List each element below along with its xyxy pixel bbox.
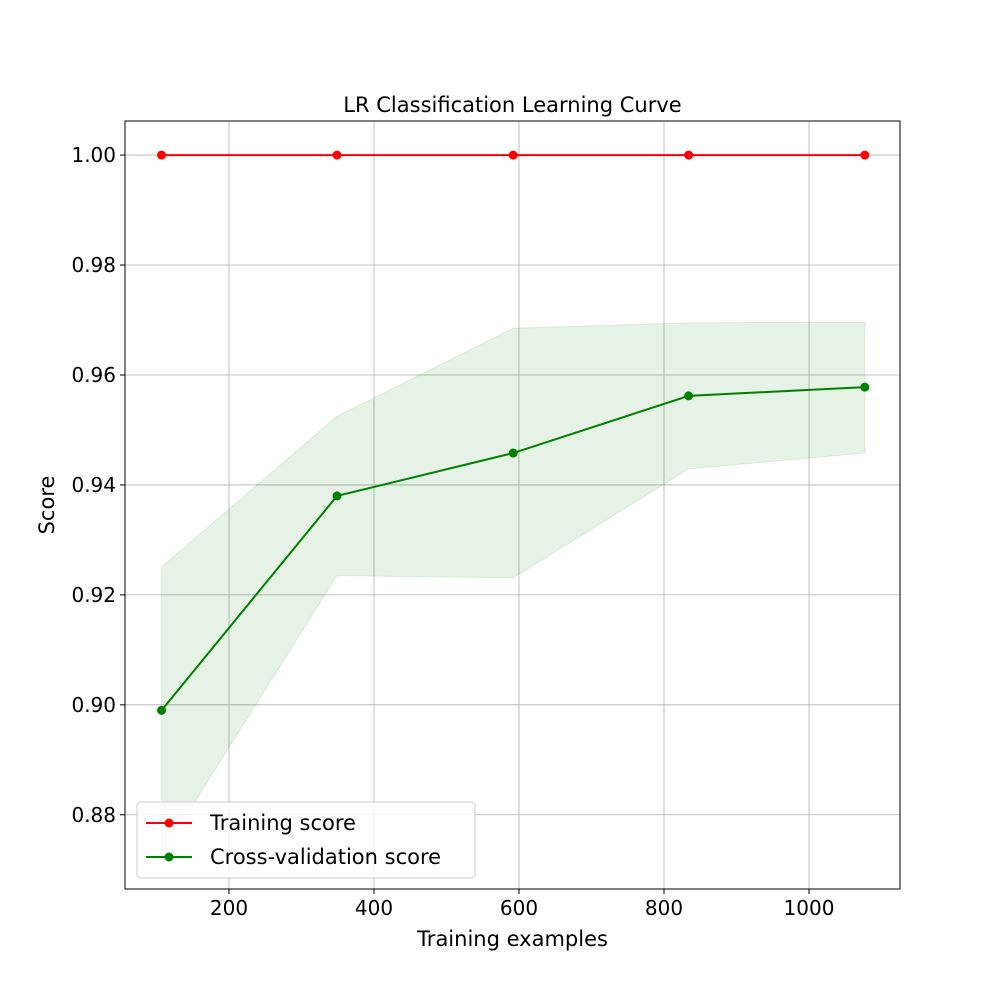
data-point [332,150,342,160]
y-tick-label: 0.96 [71,363,116,387]
data-point [157,150,167,160]
y-tick-label: 1.00 [71,143,116,167]
plot-frame [124,120,901,890]
x-tick-label: 1000 [784,896,835,920]
data-point [684,391,694,401]
legend-label: Training score [209,811,356,835]
legend-box [136,801,476,879]
x-tick-label: 400 [355,896,393,920]
legend-label: Cross-validation score [210,845,441,869]
bands [161,154,866,857]
legend: Training score Cross-validation score [136,801,476,879]
series-lines [157,150,870,715]
legend-marker [164,852,174,862]
confidence-band-1 [161,321,866,857]
y-tick-label: 0.90 [71,693,116,717]
y-tick-label: 0.88 [71,803,116,827]
y-axis-label: Score [35,476,59,535]
data-point [508,448,518,458]
x-tick-label: 600 [500,896,538,920]
legend-marker [164,818,174,828]
ticks: 200 400 600 800 1000 0.88 0.90 0.92 0.94 0.96 0.98… [71,143,834,920]
data-point [860,382,870,392]
y-tick-label: 0.94 [71,473,116,497]
x-tick-label: 800 [645,896,683,920]
data-point [508,150,518,160]
x-tick-label: 200 [210,896,248,920]
data-point [332,491,342,501]
data-point [860,150,870,160]
x-axis-label: Training examples [416,927,608,951]
data-point [157,705,167,715]
y-tick-label: 0.98 [71,253,116,277]
data-point [684,150,694,160]
chart-title: LR Classification Learning Curve [343,93,681,117]
y-tick-label: 0.92 [71,583,116,607]
